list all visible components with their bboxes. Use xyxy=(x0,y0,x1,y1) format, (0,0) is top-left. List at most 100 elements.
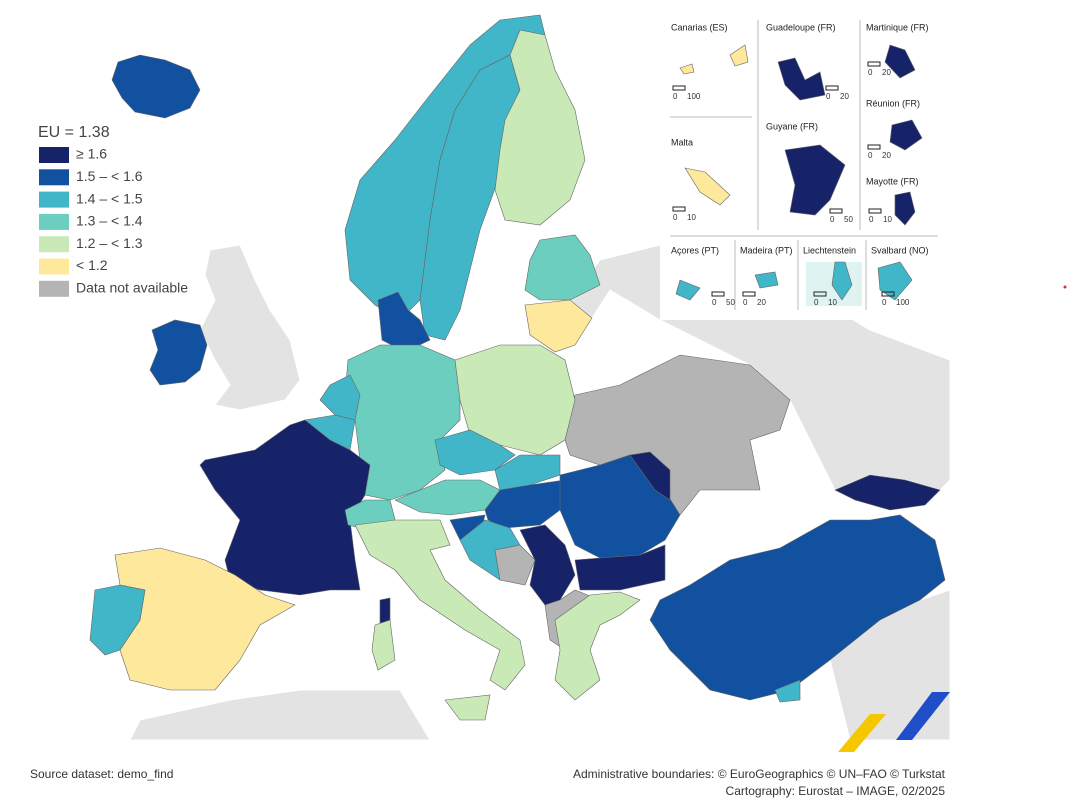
scale-bar xyxy=(742,291,756,297)
scale-bar xyxy=(867,61,881,67)
eurostat-logo xyxy=(838,692,950,752)
inset-shape xyxy=(784,144,846,216)
scale-label: 0 xyxy=(868,151,873,160)
scale-label: 10 xyxy=(883,215,892,224)
scale-label: 0 xyxy=(868,68,873,77)
scale-label: 20 xyxy=(882,68,891,77)
scale-label: 50 xyxy=(726,298,735,307)
logo-blue xyxy=(896,692,950,740)
scale-label: 10 xyxy=(828,298,837,307)
inset-shape xyxy=(777,57,826,101)
lithuania xyxy=(524,299,593,353)
moldova xyxy=(629,451,671,501)
inset-label: Guadeloupe (FR) xyxy=(766,22,836,32)
greece xyxy=(554,591,641,701)
italy xyxy=(354,519,526,691)
legend-swatch xyxy=(39,147,69,163)
countries xyxy=(89,14,946,721)
inset-shape xyxy=(831,261,853,301)
scale-label: 0 xyxy=(743,298,748,307)
inset-label: Réunion (FR) xyxy=(866,98,920,108)
inset-label: Svalbard (NO) xyxy=(871,245,929,255)
scale-label: 0 xyxy=(673,92,678,101)
france xyxy=(199,419,371,596)
uk xyxy=(199,244,301,411)
scale-bar xyxy=(711,291,725,297)
scale-bar xyxy=(867,144,881,150)
inset-shape xyxy=(679,63,695,75)
inset-shape xyxy=(894,191,916,226)
scale-label: 0 xyxy=(673,213,678,222)
inset-label: Guyane (FR) xyxy=(766,121,818,131)
scale-label: 0 xyxy=(712,298,717,307)
scale-label: 100 xyxy=(687,92,701,101)
cyprus xyxy=(774,679,801,703)
inset-label: Canarias (ES) xyxy=(671,22,728,32)
legend-label: ≥ 1.6 xyxy=(76,146,107,162)
scale-bar xyxy=(881,291,895,297)
legend-title: EU = 1.38 xyxy=(38,124,110,141)
sardinia xyxy=(371,619,396,671)
hungary xyxy=(484,479,566,529)
scale-label: 20 xyxy=(840,92,849,101)
inset-label: Açores (PT) xyxy=(671,245,719,255)
georgia xyxy=(834,474,941,511)
legend-label: 1.4 – < 1.5 xyxy=(76,190,143,206)
north-africa xyxy=(129,689,431,741)
sicily xyxy=(444,694,491,721)
scale-bar xyxy=(868,208,882,214)
inset-label: Mayotte (FR) xyxy=(866,176,919,186)
poland xyxy=(454,344,576,456)
legend-label: 1.3 – < 1.4 xyxy=(76,213,143,229)
inset-shape xyxy=(675,279,701,301)
scale-bar xyxy=(829,208,843,214)
inset-panel xyxy=(660,8,950,320)
legend-swatch xyxy=(39,258,69,275)
inset-label: Malta xyxy=(671,137,693,147)
scale-label: 50 xyxy=(844,215,853,224)
legend-label: 1.5 – < 1.6 xyxy=(76,168,143,184)
legend: EU = 1.38 ≥ 1.6 1.5 – < 1.6 1.4 – < 1.5 1.3… xyxy=(38,124,188,297)
denmark xyxy=(377,291,431,353)
bosnia xyxy=(494,544,536,586)
inset-shape xyxy=(684,167,731,206)
portugal xyxy=(89,584,146,656)
legend-swatch xyxy=(39,169,69,186)
scale-label: 0 xyxy=(882,298,887,307)
scale-label: 20 xyxy=(757,298,766,307)
inset-label: Liechtenstein xyxy=(803,245,856,255)
turkey xyxy=(649,514,946,701)
cartography-credit: Cartography: Eurostat – IMAGE, 02/2025 xyxy=(726,784,946,798)
scale-label: 0 xyxy=(830,215,835,224)
inset-label: Madeira (PT) xyxy=(740,245,793,255)
inset-shape xyxy=(884,44,916,79)
scale-bar xyxy=(672,206,686,212)
marker-dot xyxy=(1063,285,1067,289)
iceland xyxy=(111,54,201,119)
legend-swatch xyxy=(39,236,69,253)
finland xyxy=(494,29,586,226)
legend-swatch xyxy=(39,191,69,208)
legend-label: 1.2 – < 1.3 xyxy=(76,235,143,251)
ireland xyxy=(149,319,208,386)
ukraine xyxy=(564,354,791,516)
scale-label: 10 xyxy=(687,213,696,222)
logo-yellow xyxy=(838,714,886,752)
inset-shape xyxy=(729,44,749,67)
scale-bar xyxy=(825,85,839,91)
inset-shape xyxy=(754,271,779,289)
scale-bar xyxy=(813,291,827,297)
germany xyxy=(344,344,461,501)
boundaries-credit: Administrative boundaries: © EuroGeograp… xyxy=(573,767,946,781)
czechia xyxy=(434,429,516,476)
legend-swatch xyxy=(39,280,69,297)
inset-label: Martinique (FR) xyxy=(866,22,929,32)
inset-shape xyxy=(889,119,923,151)
scale-label: 20 xyxy=(882,151,891,160)
source: Source dataset: demo_find xyxy=(30,767,173,781)
inset-shape xyxy=(877,261,913,301)
scale-bar xyxy=(672,85,686,91)
scale-label: 0 xyxy=(869,215,874,224)
